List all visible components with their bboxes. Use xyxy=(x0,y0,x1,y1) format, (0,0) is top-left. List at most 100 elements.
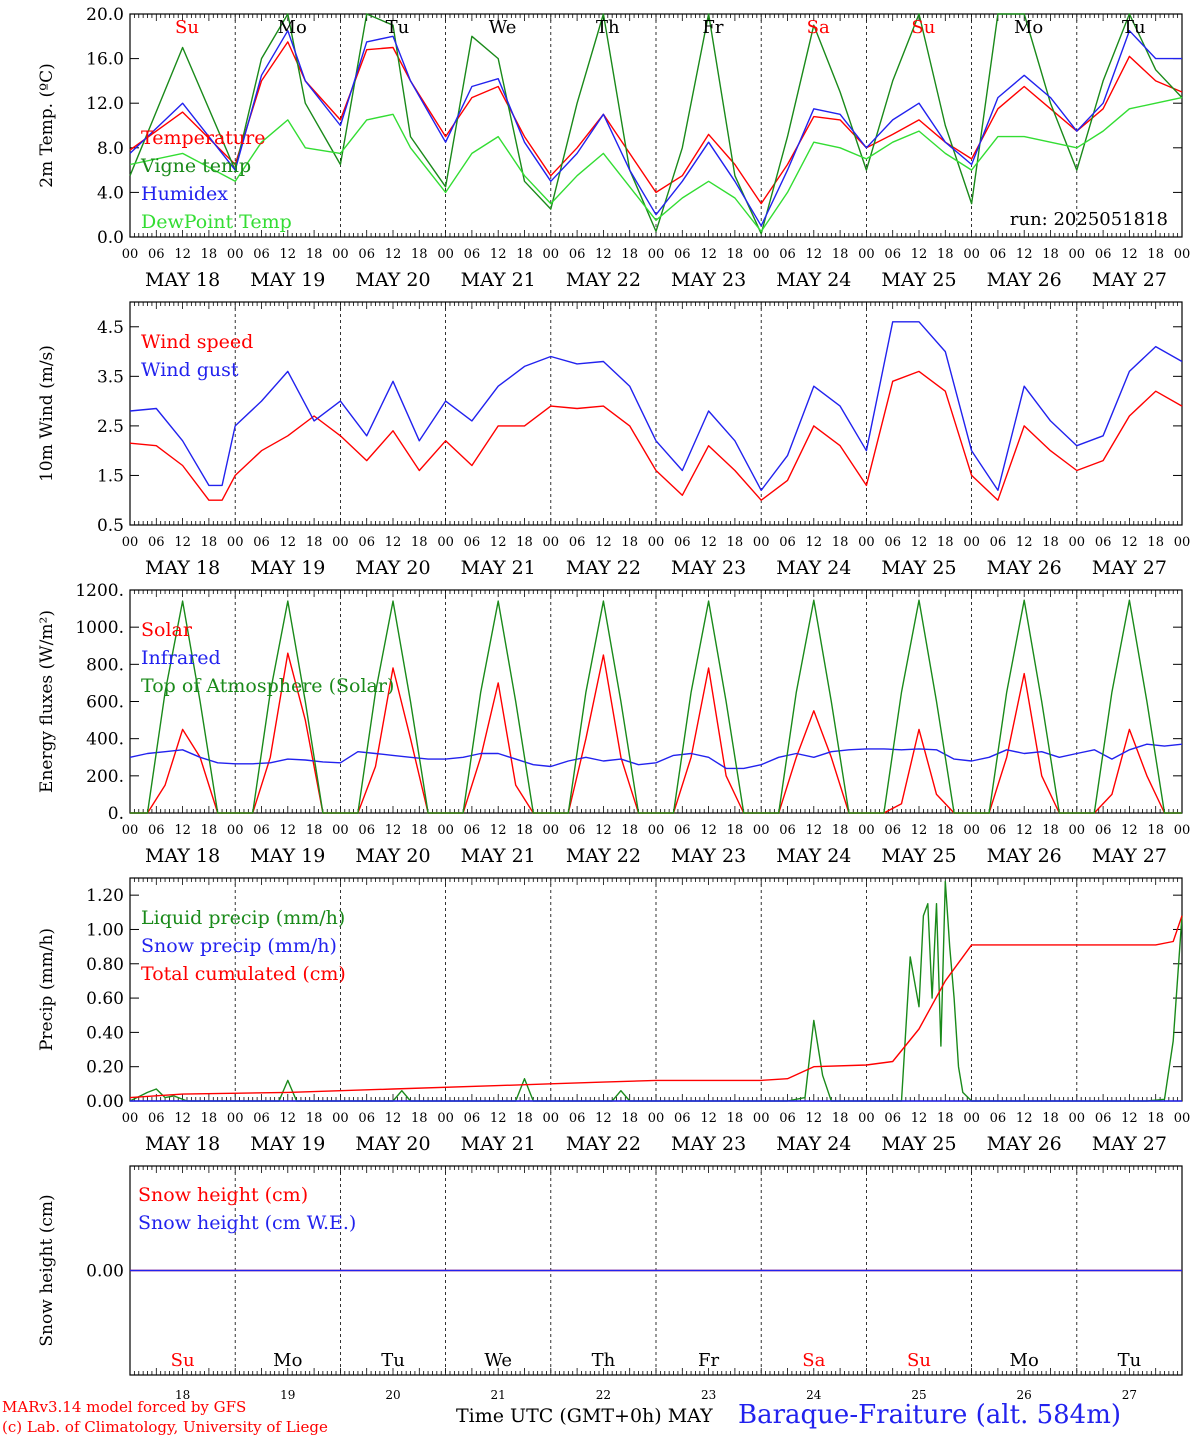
y-tick-label: 0.00 xyxy=(86,1092,124,1112)
y-axis-label: 2m Temp. (ºC) xyxy=(37,63,57,188)
x-hour-label: 00 xyxy=(1069,535,1086,550)
x-hour-label: 12 xyxy=(174,823,191,838)
series-line-top-of-atmosphere-solar- xyxy=(130,599,1182,814)
x-date-label: MAY 22 xyxy=(566,269,641,291)
weekday-label: Su xyxy=(907,1350,931,1371)
y-tick-label: 1.20 xyxy=(86,886,124,906)
x-date-label: MAY 27 xyxy=(1092,557,1167,579)
x-hour-label: 12 xyxy=(806,1111,823,1126)
x-hour-label: 06 xyxy=(1095,1111,1112,1126)
x-hour-label: 00 xyxy=(437,823,454,838)
x-hour-label: 06 xyxy=(990,823,1007,838)
x-hour-label: 00 xyxy=(122,823,139,838)
y-tick-label: 200. xyxy=(86,767,124,787)
x-hour-label: 12 xyxy=(1121,1111,1138,1126)
x-date-label: MAY 19 xyxy=(250,1133,325,1155)
x-hour-label: 12 xyxy=(490,247,507,262)
x-hour-label: 06 xyxy=(884,535,901,550)
y-tick-label: 0.00 xyxy=(86,1262,124,1282)
y-tick-label: 0.20 xyxy=(86,1058,124,1078)
x-hour-label: 18 xyxy=(1147,1111,1164,1126)
x-hour-label: 12 xyxy=(280,247,297,262)
x-hour-label: 06 xyxy=(148,247,165,262)
x-hour-label: 18 xyxy=(201,247,218,262)
x-hour-label: 06 xyxy=(148,1111,165,1126)
y-tick-label: 0. xyxy=(108,804,124,824)
legend-entry: Solar xyxy=(141,619,193,641)
weekday-label: Su xyxy=(175,17,199,38)
weekday-label: Tu xyxy=(386,17,410,38)
x-hour-label: 00 xyxy=(753,247,770,262)
weekday-label: Mo xyxy=(1014,17,1043,38)
x-hour-label: 00 xyxy=(1174,535,1191,550)
x-hour-label: 00 xyxy=(1174,247,1191,262)
x-date-label: MAY 20 xyxy=(355,557,430,579)
day-number-label: 21 xyxy=(491,1388,506,1402)
x-hour-label: 12 xyxy=(911,247,928,262)
x-hour-label: 06 xyxy=(990,247,1007,262)
x-date-label: MAY 18 xyxy=(145,269,220,291)
x-hour-label: 18 xyxy=(937,535,954,550)
x-hour-label: 18 xyxy=(621,823,638,838)
x-hour-label: 00 xyxy=(122,535,139,550)
x-hour-label: 12 xyxy=(595,535,612,550)
x-hour-label: 12 xyxy=(806,535,823,550)
x-hour-label: 06 xyxy=(1095,535,1112,550)
x-hour-label: 18 xyxy=(621,1111,638,1126)
legend-entry: Snow precip (mm/h) xyxy=(141,935,337,957)
day-number-label: 18 xyxy=(175,1388,190,1402)
x-hour-label: 18 xyxy=(727,535,744,550)
x-date-label: MAY 22 xyxy=(566,845,641,867)
x-hour-label: 06 xyxy=(674,535,691,550)
day-number-label: 20 xyxy=(385,1388,400,1402)
x-hour-label: 12 xyxy=(700,1111,717,1126)
legend-entry: Top of Atmosphere (Solar) xyxy=(141,675,394,697)
legend-entry: Snow height (cm) xyxy=(138,1184,308,1206)
series-line-infrared xyxy=(129,743,1183,770)
y-tick-label: 800. xyxy=(86,655,124,675)
x-hour-label: 00 xyxy=(122,1111,139,1126)
x-hour-label: 00 xyxy=(227,247,244,262)
weekday-label: Mo xyxy=(1010,1350,1039,1371)
x-hour-label: 18 xyxy=(411,535,428,550)
x-date-label: MAY 25 xyxy=(881,557,956,579)
weekday-label: We xyxy=(489,17,517,38)
x-hour-label: 12 xyxy=(1016,535,1033,550)
y-tick-label: 20.0 xyxy=(86,5,124,25)
x-date-label: MAY 19 xyxy=(250,557,325,579)
series-line-humidex xyxy=(129,30,1182,227)
y-tick-label: 4.5 xyxy=(97,318,124,338)
x-hour-label: 06 xyxy=(569,1111,586,1126)
x-hour-label: 18 xyxy=(727,823,744,838)
x-hour-label: 06 xyxy=(569,535,586,550)
x-date-label: MAY 27 xyxy=(1092,1133,1167,1155)
x-hour-label: 00 xyxy=(963,535,980,550)
x-hour-label: 00 xyxy=(332,535,349,550)
x-date-label: MAY 23 xyxy=(671,557,746,579)
x-hour-label: 12 xyxy=(911,823,928,838)
x-hour-label: 18 xyxy=(832,535,849,550)
x-hour-label: 00 xyxy=(648,247,665,262)
x-date-label: MAY 18 xyxy=(145,845,220,867)
x-hour-label: 12 xyxy=(1121,823,1138,838)
x-hour-label: 06 xyxy=(569,247,586,262)
x-hour-label: 00 xyxy=(437,247,454,262)
x-hour-label: 18 xyxy=(516,247,533,262)
y-tick-label: 8.0 xyxy=(97,139,124,159)
x-date-label: MAY 25 xyxy=(881,1133,956,1155)
y-tick-label: 0.5 xyxy=(97,516,124,536)
x-hour-label: 18 xyxy=(1042,1111,1059,1126)
series-line-vigne-temp xyxy=(129,13,1183,235)
x-hour-label: 18 xyxy=(516,535,533,550)
legend-entry: Liquid precip (mm/h) xyxy=(141,907,345,929)
x-hour-label: 06 xyxy=(253,823,270,838)
legend-entry: Temperature xyxy=(141,127,265,149)
day-number-label: 19 xyxy=(280,1388,295,1402)
x-hour-label: 00 xyxy=(543,823,560,838)
weekday-label: Mo xyxy=(278,17,307,38)
x-hour-label: 00 xyxy=(543,1111,560,1126)
x-hour-label: 12 xyxy=(174,247,191,262)
x-date-label: MAY 24 xyxy=(776,557,851,579)
legend-entry: Total cumulated (cm) xyxy=(141,963,346,985)
x-date-label: MAY 25 xyxy=(881,845,956,867)
